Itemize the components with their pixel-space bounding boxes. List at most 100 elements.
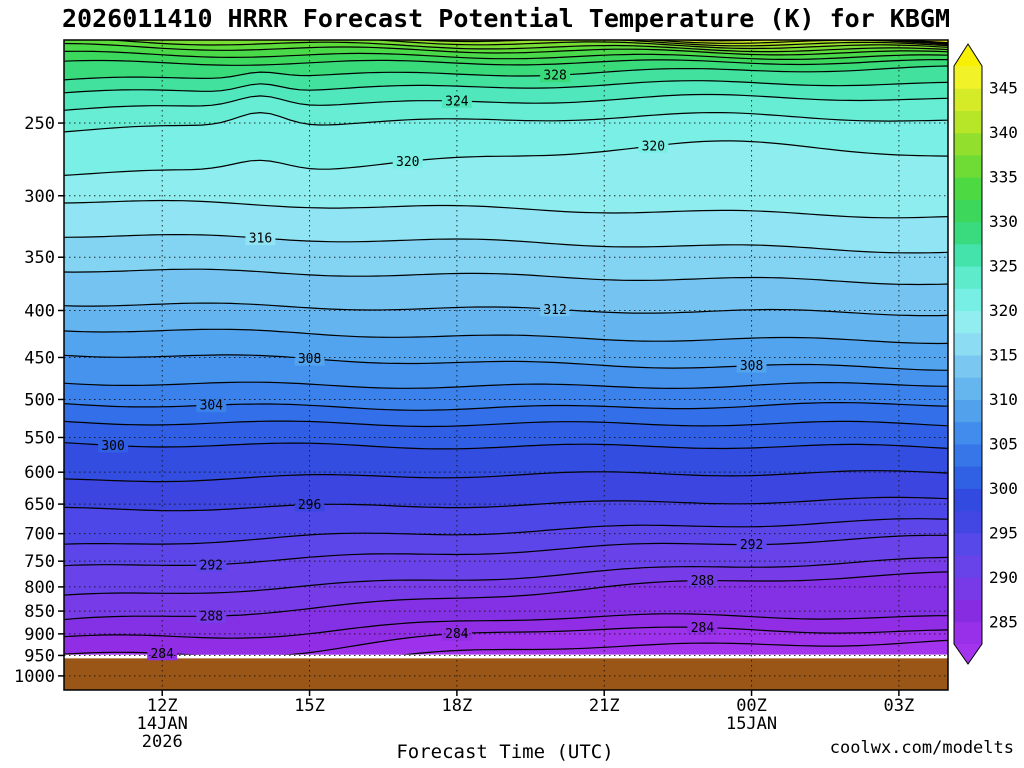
isentrope-line-290 xyxy=(64,556,948,596)
contour-label-box xyxy=(687,572,718,588)
isentrope-line-322 xyxy=(64,111,948,133)
y-tick-label-700: 700 xyxy=(24,525,55,545)
contour-label-box xyxy=(196,397,227,413)
colorbar-segment xyxy=(954,265,982,289)
x-tick-sublabel: 15JAN xyxy=(726,714,777,734)
x-tick-label-21Z: 21Z xyxy=(589,696,620,716)
contour-label-box xyxy=(98,437,129,453)
colorbar-segment xyxy=(954,487,982,512)
y-tick-label-300: 300 xyxy=(24,187,55,207)
colorbar-segment xyxy=(954,243,982,267)
isentrope-line-330 xyxy=(64,59,948,66)
colorbar-label-305: 305 xyxy=(989,434,1018,453)
watermark-link[interactable]: coolwx.com/modelts xyxy=(830,738,1014,758)
colorbar-segment xyxy=(954,176,982,200)
colorbar-segment xyxy=(954,109,982,134)
isentrope-line-340 xyxy=(409,40,948,47)
colorbar-bottom-arrow xyxy=(954,644,982,664)
contour-label: 328 xyxy=(543,69,566,84)
x-tick-sublabel: 14JAN xyxy=(137,714,188,734)
isentrope-line-324 xyxy=(64,93,948,111)
isentrope-line-296 xyxy=(64,496,948,512)
colorbar-segment xyxy=(954,154,982,178)
isentrope-line-336 xyxy=(101,40,948,53)
isentrope-line-306 xyxy=(64,381,948,390)
contour-label-box xyxy=(441,625,472,641)
contour-label: 320 xyxy=(642,139,665,154)
contour-label-box xyxy=(736,536,767,552)
terrain-rect xyxy=(64,658,948,690)
contour-label: 284 xyxy=(691,621,715,636)
colorbar-segment xyxy=(954,132,982,156)
contour-label-box xyxy=(687,619,718,635)
y-tick-label-850: 850 xyxy=(24,602,55,622)
colorbar-segment xyxy=(954,221,982,245)
colorbar-segment xyxy=(954,421,982,445)
chart-title: 2026011410 HRRR Forecast Potential Tempe… xyxy=(62,4,950,33)
colorbar-segment xyxy=(954,376,982,400)
plot-frame xyxy=(63,39,949,691)
x-tick-label-18Z: 18Z xyxy=(442,696,473,716)
colorbar-segment xyxy=(954,465,982,489)
contour-label: 324 xyxy=(445,95,469,110)
colorbar-segment xyxy=(954,310,982,334)
colorbar-segment xyxy=(954,65,982,89)
contour-label-box xyxy=(540,67,571,83)
colorbar-segment xyxy=(954,87,982,111)
y-tick-label-500: 500 xyxy=(24,390,55,410)
contour-label-box xyxy=(294,350,325,366)
colorbar-segment xyxy=(954,532,982,556)
colorbar: 285 290 295 300 305 310 315 320 325 330 335 340 345 xyxy=(953,43,1018,665)
colorbar-segment xyxy=(954,510,982,534)
colorbar-label-330: 330 xyxy=(989,212,1018,231)
contour-label-box xyxy=(196,608,227,624)
gridlines xyxy=(64,40,948,690)
isentrope-line-310 xyxy=(64,328,948,345)
colorbar-segment xyxy=(954,398,982,423)
colorbar-label-285: 285 xyxy=(989,612,1018,631)
y-tick-label-900: 900 xyxy=(24,625,55,645)
colorbar-label-325: 325 xyxy=(989,257,1018,276)
terrain-fill xyxy=(64,658,948,690)
isentrope-line-342 xyxy=(643,40,948,46)
axes: 250 300 350 400 450 500 550 600 650 700 750 800 850 9… xyxy=(14,39,949,752)
contour-label: 300 xyxy=(101,439,124,454)
colorbar-label-320: 320 xyxy=(989,301,1018,320)
colorbar-label-315: 315 xyxy=(989,346,1018,365)
contour-label: 308 xyxy=(740,359,763,374)
contour-label: 304 xyxy=(200,399,224,414)
contour-lines xyxy=(64,40,948,655)
isentrope-line-334 xyxy=(64,42,948,56)
y-tick-label-1000: 1000 xyxy=(14,667,55,687)
isentrope-line-320 xyxy=(64,140,948,176)
isentrope-line-308 xyxy=(64,354,948,371)
contour-label-box xyxy=(540,301,571,317)
contour-label-box xyxy=(245,230,276,246)
isentrope-line-294 xyxy=(64,518,948,545)
colorbar-label-300: 300 xyxy=(989,479,1018,498)
y-tick-label-400: 400 xyxy=(24,301,55,321)
x-axis-title: Forecast Time (UTC) xyxy=(396,741,613,763)
y-tick-label-950: 950 xyxy=(24,646,55,666)
colorbar-segment xyxy=(954,287,982,312)
colorbar-outline xyxy=(953,43,983,665)
contour-label: 308 xyxy=(298,352,321,367)
y-tick-label-550: 550 xyxy=(24,428,55,448)
isentrope-line-286 xyxy=(64,613,948,639)
colorbar-segment xyxy=(954,443,982,467)
y-tick-label-600: 600 xyxy=(24,463,55,483)
isentrope-line-314 xyxy=(64,268,948,286)
colorbar-segment xyxy=(954,576,982,601)
y-tick-label-750: 750 xyxy=(24,552,55,572)
isentrope-line-312 xyxy=(64,302,948,317)
contour-label: 316 xyxy=(249,232,272,247)
y-tick-label-250: 250 xyxy=(24,114,55,134)
y-tick-label-650: 650 xyxy=(24,495,55,515)
y-tick-label-450: 450 xyxy=(24,348,55,368)
isentrope-line-326 xyxy=(64,80,948,94)
contour-label-box xyxy=(392,153,423,169)
colorbar-segment xyxy=(954,554,982,578)
colorbar-label-290: 290 xyxy=(989,568,1018,587)
contour-label: 320 xyxy=(396,155,419,170)
contour-label-box xyxy=(638,137,669,153)
